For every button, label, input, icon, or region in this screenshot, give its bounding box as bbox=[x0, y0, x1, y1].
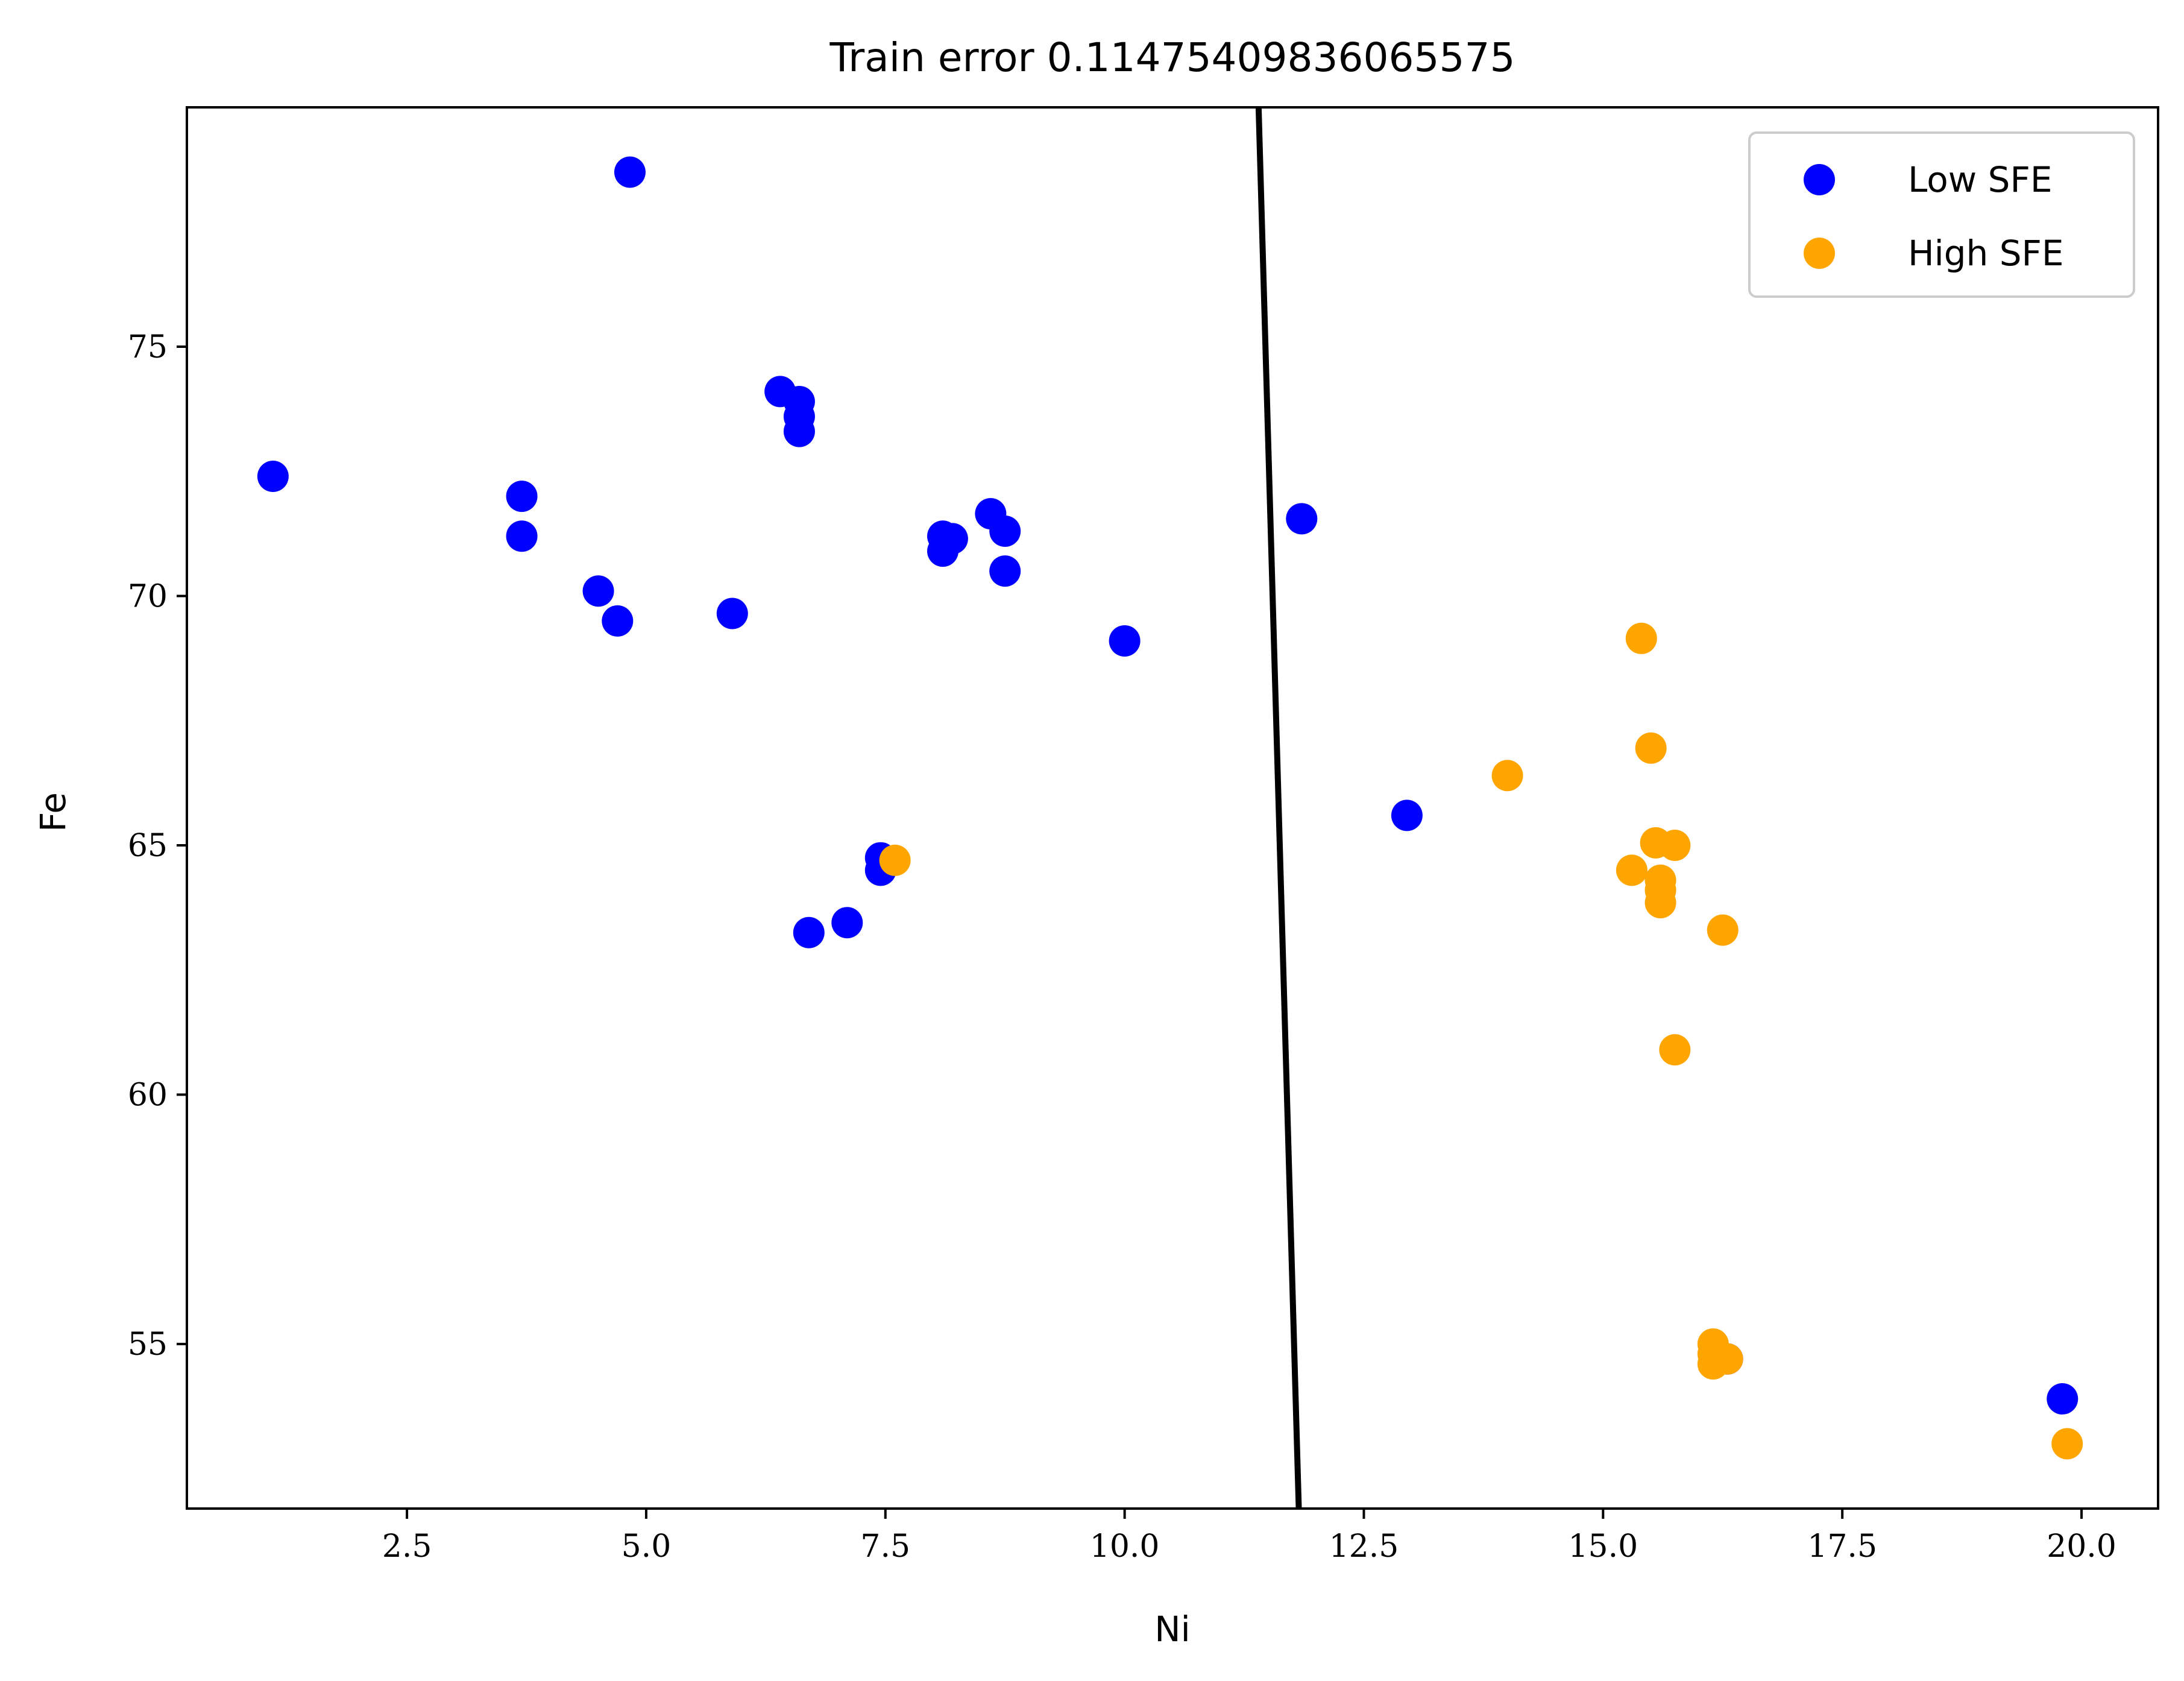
data-point-high-sfe bbox=[1625, 622, 1657, 654]
data-point-low-sfe bbox=[936, 523, 968, 555]
legend: Low SFE High SFE bbox=[1748, 131, 2135, 298]
plot-border bbox=[186, 106, 2159, 1510]
data-point-low-sfe bbox=[602, 605, 634, 637]
legend-marker-high-sfe bbox=[1804, 238, 1835, 269]
data-point-low-sfe bbox=[506, 481, 538, 512]
y-axis-label: Fe bbox=[33, 792, 74, 832]
data-point-low-sfe bbox=[1109, 625, 1141, 657]
data-point-high-sfe bbox=[879, 844, 911, 876]
chart-title: Train error 0.11475409836065575 bbox=[829, 34, 1515, 81]
data-point-low-sfe bbox=[1391, 800, 1423, 831]
data-point-low-sfe bbox=[716, 598, 748, 629]
data-point-low-sfe bbox=[1286, 503, 1318, 535]
data-point-low-sfe bbox=[989, 515, 1021, 547]
legend-label-high-sfe: High SFE bbox=[1908, 233, 2064, 274]
plot-frame bbox=[186, 106, 2159, 1510]
data-point-high-sfe bbox=[1659, 830, 1691, 862]
x-tick-label: 15.0 bbox=[1568, 1528, 1638, 1565]
decision-boundary-layer bbox=[1255, 107, 1302, 1509]
data-point-high-sfe bbox=[1707, 914, 1739, 946]
y-axis-ticks: 55 60 65 70 75 bbox=[128, 329, 187, 1363]
data-point-low-sfe bbox=[793, 916, 825, 948]
data-point-high-sfe bbox=[2051, 1428, 2083, 1460]
y-tick-label: 60 bbox=[128, 1077, 168, 1114]
x-tick-label: 5.0 bbox=[622, 1528, 672, 1565]
data-point-low-sfe bbox=[989, 555, 1021, 587]
x-tick-label: 17.5 bbox=[1807, 1528, 1877, 1565]
x-axis-label: Ni bbox=[1154, 1609, 1191, 1650]
data-point-high-sfe bbox=[1644, 887, 1676, 919]
data-point-high-sfe bbox=[1711, 1343, 1743, 1375]
x-tick-label: 7.5 bbox=[860, 1528, 910, 1565]
y-tick-label: 75 bbox=[128, 329, 168, 365]
data-point-low-sfe bbox=[614, 156, 646, 188]
x-axis-ticks: 2.5 5.0 7.5 10.0 12.5 15.0 17.5 20.0 bbox=[382, 1509, 2116, 1565]
legend-marker-low-sfe bbox=[1804, 164, 1835, 195]
legend-label-low-sfe: Low SFE bbox=[1908, 159, 2052, 200]
x-tick-label: 20.0 bbox=[2047, 1528, 2116, 1565]
data-point-high-sfe bbox=[1635, 732, 1667, 764]
x-tick-label: 12.5 bbox=[1329, 1528, 1399, 1565]
data-point-low-sfe bbox=[2047, 1383, 2079, 1415]
data-point-low-sfe bbox=[783, 415, 815, 447]
y-tick-label: 55 bbox=[128, 1326, 168, 1363]
y-tick-label: 70 bbox=[128, 579, 168, 615]
data-point-low-sfe bbox=[831, 907, 863, 939]
data-point-low-sfe bbox=[582, 575, 614, 607]
data-point-high-sfe bbox=[1659, 1034, 1691, 1066]
x-tick-label: 10.0 bbox=[1090, 1528, 1160, 1565]
data-point-low-sfe bbox=[506, 520, 538, 552]
data-point-low-sfe bbox=[257, 461, 289, 493]
data-point-high-sfe bbox=[1616, 854, 1647, 886]
decision-boundary-line bbox=[1255, 107, 1302, 1509]
legend-box bbox=[1748, 131, 2135, 298]
data-point-high-sfe bbox=[1491, 760, 1523, 792]
x-tick-label: 2.5 bbox=[382, 1528, 432, 1565]
data-points-layer bbox=[257, 156, 2083, 1460]
y-tick-label: 65 bbox=[128, 828, 168, 864]
